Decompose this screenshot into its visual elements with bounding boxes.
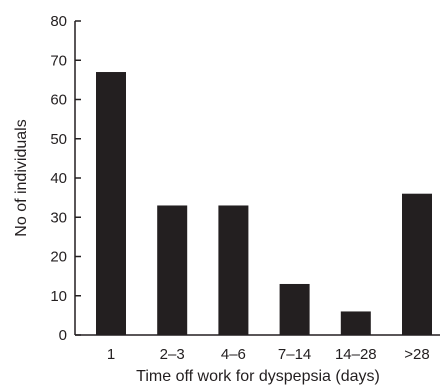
y-axis-label: No of individuals <box>13 119 30 236</box>
x-tick-label: 1 <box>107 346 115 363</box>
bar <box>279 283 310 335</box>
bar <box>402 193 432 335</box>
y-tick-label: 50 <box>50 131 67 148</box>
y-tick-label: 20 <box>50 249 67 266</box>
x-tick-label: 7–14 <box>278 346 311 363</box>
y-tick-label: 60 <box>50 92 67 109</box>
y-tick-label: 10 <box>50 288 67 305</box>
x-ticks: 1 2–3 4–6 7–14 14–28 >28 <box>107 346 430 363</box>
x-tick-label: 14–28 <box>335 346 377 363</box>
x-tick-label: 4–6 <box>221 346 246 363</box>
x-tick-label: >28 <box>404 346 429 363</box>
bar <box>340 311 371 335</box>
bar <box>96 72 126 336</box>
y-ticks: 0 10 20 30 40 50 60 70 80 <box>50 13 81 344</box>
y-tick-label: 30 <box>50 209 67 226</box>
y-tick-label: 0 <box>59 327 67 344</box>
plot-area <box>96 72 432 336</box>
y-tick-label: 40 <box>50 170 67 187</box>
y-tick-label: 70 <box>50 52 67 69</box>
bar <box>218 205 249 335</box>
x-tick-label: 2–3 <box>160 346 185 363</box>
x-axis-label: Time off work for dyspepsia (days) <box>136 368 380 385</box>
bar <box>157 205 188 335</box>
y-tick-label: 80 <box>50 13 67 30</box>
